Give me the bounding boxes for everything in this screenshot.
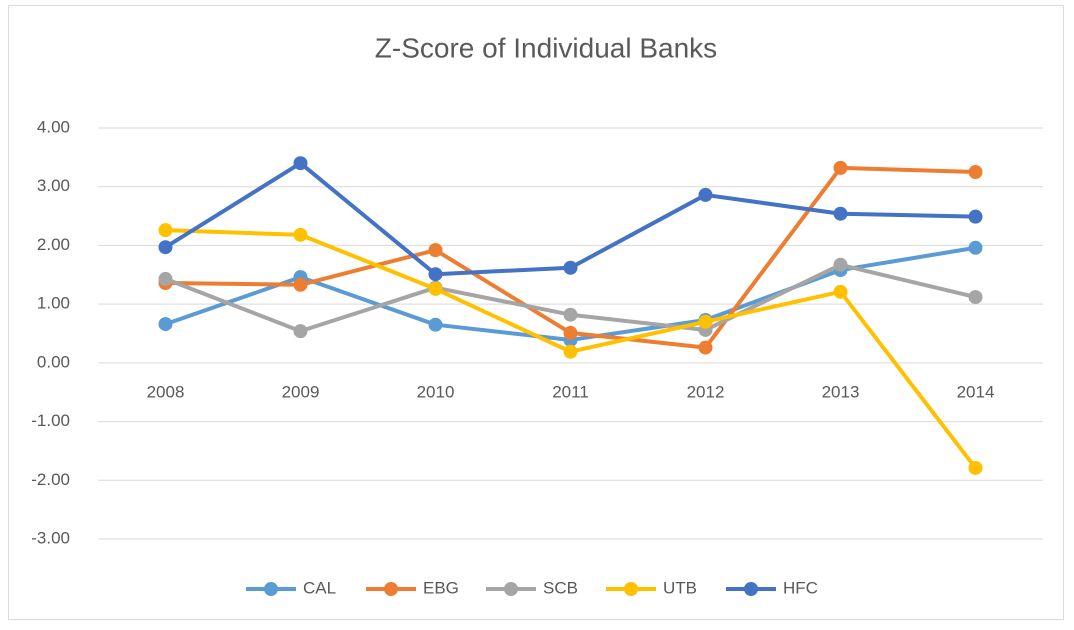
x-tick-label: 2014 — [957, 382, 995, 401]
y-tick-label: 2.00 — [37, 235, 70, 254]
legend-label: CAL — [303, 578, 336, 597]
data-point — [698, 340, 713, 355]
legend-marker — [624, 582, 638, 596]
data-point — [293, 156, 308, 171]
x-tick-label: 2011 — [552, 382, 589, 401]
data-point — [968, 209, 983, 224]
legend-label: EBG — [423, 578, 459, 597]
y-tick-label: 4.00 — [37, 117, 70, 136]
data-point — [428, 243, 443, 258]
data-point — [968, 460, 983, 475]
data-point — [563, 307, 578, 322]
data-point — [698, 187, 713, 202]
data-point — [158, 240, 173, 255]
y-tick-label: 3.00 — [37, 176, 70, 195]
data-point — [428, 267, 443, 282]
data-point — [158, 271, 173, 286]
data-point — [563, 344, 578, 359]
legend-marker — [264, 582, 278, 596]
data-point — [563, 325, 578, 340]
legend-label: SCB — [543, 578, 578, 597]
x-tick-label: 2010 — [417, 382, 455, 401]
chart-title: Z-Score of Individual Banks — [375, 32, 717, 63]
y-tick-label: 1.00 — [37, 294, 70, 313]
data-point — [833, 284, 848, 299]
data-point — [833, 160, 848, 175]
data-point — [563, 260, 578, 275]
x-tick-label: 2009 — [282, 382, 320, 401]
y-tick-label: -1.00 — [31, 411, 70, 430]
data-point — [428, 317, 443, 332]
data-point — [158, 223, 173, 238]
data-point — [833, 257, 848, 272]
data-point — [833, 206, 848, 221]
data-point — [293, 324, 308, 339]
data-point — [968, 290, 983, 305]
y-tick-label: -3.00 — [31, 528, 70, 547]
legend-label: UTB — [663, 578, 697, 597]
data-point — [293, 227, 308, 242]
data-point — [293, 277, 308, 292]
legend-marker — [744, 582, 758, 596]
y-tick-label: -2.00 — [31, 470, 70, 489]
data-point — [968, 165, 983, 180]
y-tick-label: 0.00 — [37, 352, 70, 371]
data-point — [158, 317, 173, 332]
data-point — [428, 281, 443, 296]
x-tick-label: 2013 — [822, 382, 860, 401]
data-point — [968, 240, 983, 255]
legend-marker — [384, 582, 398, 596]
x-tick-label: 2012 — [687, 382, 725, 401]
x-tick-label: 2008 — [147, 382, 185, 401]
legend-label: HFC — [783, 578, 818, 597]
data-point — [698, 314, 713, 329]
legend-marker — [504, 582, 518, 596]
